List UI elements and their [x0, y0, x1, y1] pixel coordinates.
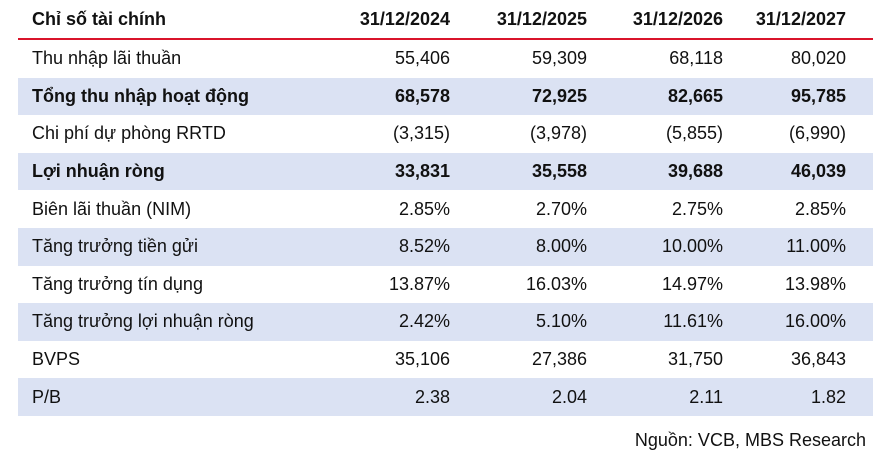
- row-value: 2.04: [551, 386, 587, 407]
- row-value: 82,665: [667, 85, 723, 106]
- row-label: Tăng trưởng tín dụng: [32, 273, 203, 294]
- row-value: 8.00%: [535, 236, 587, 257]
- header-label: Chỉ số tài chính: [32, 8, 167, 29]
- row-value: 68,118: [669, 48, 723, 69]
- row-value: 35,106: [394, 349, 450, 370]
- table-body: Thu nhập lãi thuần 55,406 59,309 68,118 80,0…: [18, 40, 873, 416]
- table-row: Lợi nhuận ròng 33,831 35,558 39,688 46,039: [18, 152, 873, 191]
- row-label: Thu nhập lãi thuần: [32, 48, 182, 69]
- row-value: 13.98%: [784, 273, 846, 294]
- financial-indicators-table: Chỉ số tài chính 31/12/2024 31/12/2025 3…: [18, 0, 873, 416]
- row-label: Tăng trưởng lợi nhuận ròng: [32, 311, 254, 332]
- table-header: Chỉ số tài chính 31/12/2024 31/12/2025 3…: [18, 0, 873, 40]
- row-value: 2.38: [414, 386, 450, 407]
- table-row: Tăng trưởng lợi nhuận ròng 2.42% 5.10% 11.6…: [18, 303, 873, 341]
- row-value: 2.85%: [794, 198, 846, 219]
- row-value: 2.11: [689, 386, 723, 407]
- row-value: 2.75%: [671, 198, 723, 219]
- row-value: (5,855): [665, 123, 723, 144]
- row-value: 27,386: [531, 349, 587, 370]
- row-value: 2.42%: [398, 311, 450, 332]
- row-value: 2.85%: [398, 198, 450, 219]
- row-value: 10.00%: [661, 236, 723, 257]
- header-2026: 31/12/2026: [632, 8, 723, 29]
- row-label: Lợi nhuận ròng: [32, 161, 165, 182]
- row-value: 16.03%: [525, 273, 587, 294]
- row-value: 8.52%: [398, 236, 450, 257]
- row-value: 31,750: [667, 349, 723, 370]
- table-row: Tổng thu nhập hoạt động 68,578 72,925 82,66…: [18, 77, 873, 116]
- header-2024: 31/12/2024: [359, 8, 450, 29]
- row-value: 55,406: [394, 48, 450, 69]
- row-value: 5.10%: [535, 311, 587, 332]
- table-row: BVPS 35,106 27,386 31,750 36,843: [18, 341, 873, 379]
- header-2027: 31/12/2027: [755, 8, 846, 29]
- row-label: P/B: [32, 386, 62, 407]
- row-label: Tổng thu nhập hoạt động: [32, 85, 249, 106]
- row-value: 14.97%: [661, 273, 723, 294]
- row-value: 80,020: [790, 48, 846, 69]
- row-value: 68,578: [394, 85, 450, 106]
- row-value: 39,688: [667, 161, 723, 182]
- row-value: 11.61%: [663, 311, 723, 332]
- row-label: BVPS: [32, 349, 81, 370]
- row-value: 35,558: [531, 161, 587, 182]
- row-value: 11.00%: [786, 236, 846, 257]
- row-value: 95,785: [790, 85, 846, 106]
- row-value: (3,978): [529, 123, 587, 144]
- header-2025: 31/12/2025: [496, 8, 587, 29]
- row-value: 2.70%: [535, 198, 587, 219]
- row-value: 36,843: [790, 349, 846, 370]
- table-row: Thu nhập lãi thuần 55,406 59,309 68,118 80,0…: [18, 40, 873, 78]
- row-value: 72,925: [531, 85, 587, 106]
- row-label: Biên lãi thuần (NIM): [32, 198, 192, 219]
- row-value: 33,831: [394, 161, 450, 182]
- row-value: 59,309: [531, 48, 587, 69]
- row-value: 13.87%: [388, 273, 450, 294]
- table-row: Chi phí dự phòng RRTD (3,315) (3,978) (5,85…: [18, 115, 873, 153]
- table-row: Tăng trưởng tiền gửi 8.52% 8.00% 10.00% 11.0…: [18, 227, 873, 266]
- row-value: (6,990): [788, 123, 846, 144]
- row-label: Tăng trưởng tiền gửi: [32, 236, 198, 257]
- table-row: Biên lãi thuần (NIM) 2.85% 2.70% 2.75% 2.85%: [18, 190, 873, 228]
- row-value: 1.82: [810, 386, 846, 407]
- row-value: (3,315): [392, 123, 450, 144]
- row-value: 46,039: [790, 161, 846, 182]
- table-row: Tăng trưởng tín dụng 13.87% 16.03% 14.97% 13…: [18, 266, 873, 304]
- row-value: 16.00%: [784, 311, 846, 332]
- table-row: P/B 2.38 2.04 2.11 1.82: [18, 378, 873, 416]
- row-label: Chi phí dự phòng RRTD: [32, 123, 226, 144]
- source-note: Nguồn: VCB, MBS Research: [634, 430, 866, 450]
